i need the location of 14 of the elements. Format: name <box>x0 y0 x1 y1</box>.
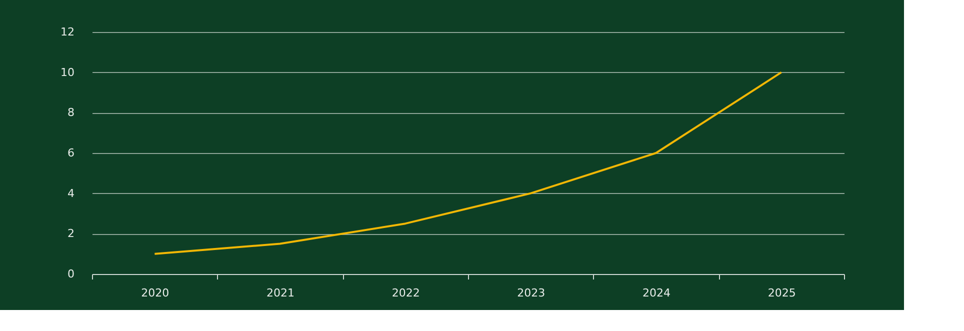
x-tick-label: 2022 <box>392 286 420 300</box>
x-tick-label: 2025 <box>768 286 796 300</box>
y-tick-label: 6 <box>68 146 74 160</box>
x-tick-label: 2023 <box>517 286 546 300</box>
x-tick-label: 2021 <box>266 286 294 300</box>
line-series <box>154 71 782 255</box>
x-tick-label: 2024 <box>642 286 670 300</box>
y-tick-label: 4 <box>68 186 74 200</box>
y-tick-label: 2 <box>68 227 74 240</box>
x-tick-label: 2020 <box>141 286 170 300</box>
y-tick-label: 12 <box>60 26 74 38</box>
y-tick-label: 10 <box>60 66 74 79</box>
y-tick-label: 8 <box>68 106 74 120</box>
y-tick-label: 0 <box>68 268 74 280</box>
